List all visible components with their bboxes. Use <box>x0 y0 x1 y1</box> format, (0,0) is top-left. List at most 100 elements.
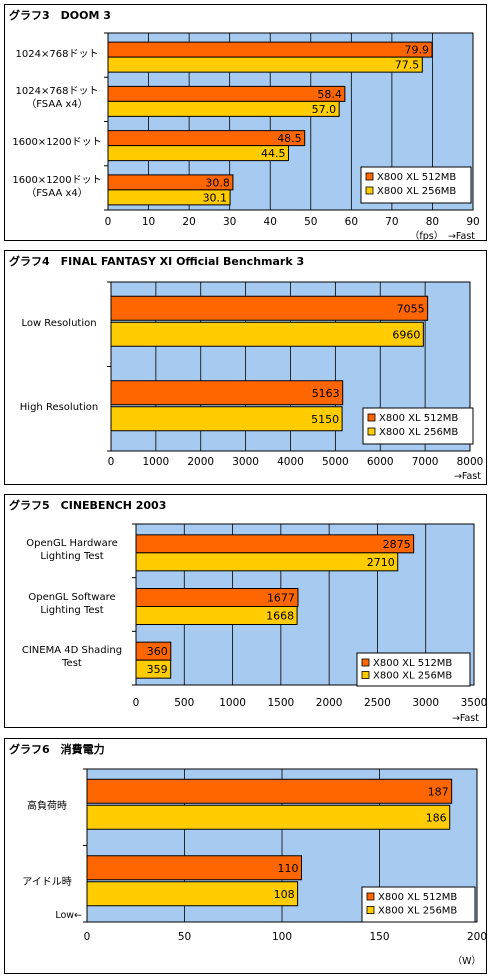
legend-swatch <box>367 427 376 436</box>
legend-label: X800 XL 256MB <box>379 427 458 438</box>
legend-box <box>356 652 471 687</box>
bar-series-1 <box>86 855 302 881</box>
x-tick-label: 5000 <box>322 456 349 468</box>
legend-swatch <box>365 172 374 181</box>
legend-box <box>361 886 476 923</box>
bar-series-1 <box>107 85 346 102</box>
x-tick-label: 50 <box>178 931 191 943</box>
data-label: 7055 <box>397 302 425 315</box>
category-label: OpenGL Hardware Lighting Test <box>12 537 132 563</box>
legend-swatch <box>365 186 374 195</box>
chart-title: グラフ4 FINAL FANTASY XI Official Benchmark… <box>9 255 305 268</box>
x-tick-label: 30 <box>223 216 236 228</box>
x-tick-label: 200 <box>467 931 486 943</box>
axis-start-note: Low← <box>55 910 82 921</box>
chart-svg: 7055 6960 5163 5150 0 1000 2000 3000 4000 5000 600… <box>107 281 483 482</box>
x-tick-label: 0 <box>133 697 140 709</box>
x-tick-label: 2000 <box>316 697 343 709</box>
bar-series-2 <box>107 100 340 117</box>
category-label-line: CINEMA 4D Shading <box>21 645 123 657</box>
data-label: 187 <box>428 785 449 798</box>
x-tick-label: 1500 <box>267 697 294 709</box>
x-tick-label: 10 <box>142 216 155 228</box>
bar-series-2 <box>107 145 289 162</box>
bar-series-2 <box>110 406 343 432</box>
axis-note: （fps） →Fast <box>410 230 475 240</box>
x-tick-label: 80 <box>426 216 439 228</box>
category-label-line: Lighting Test <box>40 604 104 616</box>
legend-swatch <box>361 671 370 679</box>
bar-series-2 <box>135 606 298 625</box>
bar-series-1 <box>110 295 429 321</box>
x-tick-label: 2000 <box>187 456 214 468</box>
bar-series-2 <box>135 552 399 572</box>
x-tick-label: 100 <box>272 931 292 943</box>
x-tick-label: 3500 <box>461 697 486 709</box>
data-label: 5150 <box>311 413 339 426</box>
legend-label: X800 XL 512MB <box>373 658 452 669</box>
x-tick-label: 2500 <box>364 697 391 709</box>
category-label-line: High Resolution <box>19 402 99 414</box>
x-tick-label: 60 <box>345 216 358 228</box>
chart-svg: 187 186 110 108 0 50 100 150 200 （W） Low← X800 XL 5… <box>55 768 486 967</box>
data-label: 5163 <box>312 387 340 400</box>
category-label-line: 1600×1200ドット <box>12 137 102 149</box>
bar-series-2 <box>107 189 231 206</box>
category-label: アイドル時 <box>0 876 107 889</box>
category-label-line: OpenGL Software <box>28 591 116 603</box>
data-label: 44.5 <box>261 147 286 160</box>
legend-swatch <box>366 906 375 914</box>
x-tick-label: 0 <box>108 456 115 468</box>
x-tick-label: 6000 <box>367 456 394 468</box>
category-label-line: OpenGL Hardware <box>26 537 118 549</box>
category-label: CINEMA 4D Shading Test <box>12 644 132 670</box>
data-label: 2710 <box>367 556 395 569</box>
category-label-line: アイドル時 <box>22 877 72 889</box>
bar-series-1 <box>107 41 433 58</box>
x-tick-label: 7000 <box>412 456 439 468</box>
bar-series-2 <box>135 659 172 679</box>
bar-series-2 <box>86 804 451 830</box>
x-tick-label: 4000 <box>277 456 304 468</box>
category-label: OpenGL Software Lighting Test <box>12 591 132 617</box>
x-tick-label: 20 <box>182 216 195 228</box>
chart-title: グラフ3 DOOM 3 <box>9 9 111 22</box>
x-tick-label: 500 <box>174 697 194 709</box>
data-label: 110 <box>278 862 299 875</box>
category-label-line: 高負荷時 <box>27 800 67 812</box>
chart-title: グラフ6 消費電力 <box>9 743 105 756</box>
data-label: 77.5 <box>395 59 420 72</box>
legend-swatch <box>361 658 370 667</box>
data-label: 79.9 <box>405 44 430 57</box>
legend-swatch <box>366 892 375 901</box>
category-label: 1024×768ドット （FSAA x4） <box>0 85 117 111</box>
chart-svg: 2875 2710 1677 1668 360 359 0 500 1000 1500 2000 25… <box>132 523 486 724</box>
data-label: 359 <box>147 663 168 676</box>
category-label: 1024×768ドット <box>0 48 117 61</box>
legend-label: X800 XL 256MB <box>373 671 452 682</box>
category-label-line: 1024×768ドット <box>15 48 99 60</box>
data-label: 6960 <box>392 328 420 341</box>
category-label-line: 1600×1200ドット <box>12 174 102 186</box>
data-label: 30.8 <box>205 176 230 189</box>
bar-series-2 <box>86 881 299 907</box>
legend-label: X800 XL 512MB <box>377 172 456 183</box>
data-label: 57.0 <box>312 103 337 116</box>
x-tick-label: 70 <box>385 216 398 228</box>
category-label: Low Resolution <box>0 317 119 330</box>
chart-panel-ffxi: グラフ4 FINAL FANTASY XI Official Benchmark… <box>4 250 487 485</box>
category-label: High Resolution <box>0 401 119 414</box>
category-label-line: 1024×768ドット <box>15 86 99 98</box>
data-label: 30.1 <box>203 191 228 204</box>
legend-label: X800 XL 512MB <box>378 892 457 903</box>
data-label: 58.4 <box>317 88 342 101</box>
bar-series-1 <box>86 778 453 804</box>
axis-note: （W） <box>453 955 481 967</box>
bar-series-1 <box>107 130 306 147</box>
chart-panel-doom3: グラフ3 DOOM 3 79.9 77.5 58.4 57.0 48.5 44.5 30.8… <box>4 4 487 241</box>
x-tick-label: 3000 <box>232 456 259 468</box>
axis-note: →Fast <box>454 471 481 482</box>
data-label: 48.5 <box>277 132 302 145</box>
chart-panel-power: グラフ6 消費電力 187 186 110 108 0 50 100 150 200 （W） Low… <box>4 738 487 974</box>
category-label-line: Low Resolution <box>21 317 97 329</box>
